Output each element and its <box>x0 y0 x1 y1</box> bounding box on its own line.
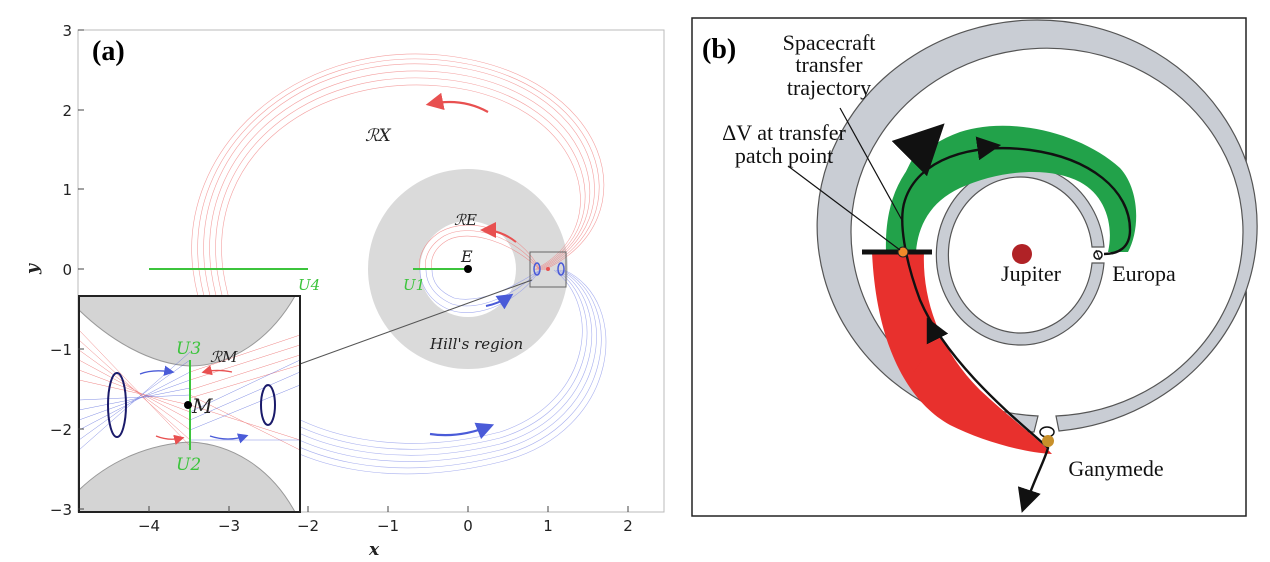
zoom-box <box>529 251 567 288</box>
u1-label: U1 <box>403 276 425 294</box>
xtick-1: 1 <box>543 517 553 535</box>
jupiter-body <box>1012 244 1032 264</box>
europa-tick <box>1095 249 1101 261</box>
inset-orbit-left <box>107 372 127 438</box>
xtick-0: 0 <box>463 517 473 535</box>
small-m <box>546 267 550 271</box>
xtick-neg2: −2 <box>297 517 319 535</box>
y-ticks: 3 2 1 0 −1 −2 −3 <box>50 22 84 519</box>
traj-arrow-1 <box>1017 486 1041 513</box>
leader-spacecraft <box>839 107 904 223</box>
inset-arrow-blue-2 <box>209 433 249 444</box>
ytick-0: 0 <box>62 261 72 279</box>
europa-ring <box>935 164 1105 346</box>
spacecraft-label-3: trajectory <box>787 75 871 100</box>
inset-arrow-red-2 <box>155 434 185 445</box>
region-m-label: ℛM <box>210 348 238 366</box>
inset-arrow-blue-1 <box>139 365 175 376</box>
arrow-red-top <box>425 92 489 113</box>
dv-label-1: ΔV at transfer <box>722 120 846 145</box>
point-m <box>184 401 192 409</box>
plot-frame <box>77 29 665 513</box>
small-orbit-left <box>533 262 541 276</box>
point-e-label: E <box>460 247 473 266</box>
panel-a-label: (a) <box>92 36 125 67</box>
zoom-connector <box>299 279 533 365</box>
small-orbit-right <box>557 262 565 276</box>
inset-frame <box>78 295 301 513</box>
ytick-1: 1 <box>62 181 72 199</box>
spacecraft-label-2: transfer <box>795 52 863 77</box>
u4-label: U4 <box>298 276 320 294</box>
arrow-blue-bottom <box>429 422 495 440</box>
dv-label-2: patch point <box>735 143 833 168</box>
panel-a: ℛX ℛE E U1 U4 Hill's region <box>23 22 665 560</box>
x-ticks: −4 −3 −2 −1 0 1 2 <box>138 506 633 535</box>
ytick-neg2: −2 <box>50 421 72 439</box>
point-m-label: M <box>191 394 213 418</box>
inset-arrow-red-1 <box>201 365 233 376</box>
transfer-trajectory <box>901 146 1132 505</box>
ganymede-label: Ganymede <box>1068 456 1163 481</box>
xtick-neg4: −4 <box>138 517 160 535</box>
arrow-red-e <box>480 222 517 243</box>
green-arrow <box>891 123 945 189</box>
traj-arrow-3 <box>975 136 1002 161</box>
inset-red-mesh <box>79 329 300 451</box>
region-x-blue-band <box>231 269 607 475</box>
inset-orbit-right <box>260 384 276 426</box>
ytick-2: 2 <box>62 102 72 120</box>
red-band <box>872 252 1052 454</box>
region-x-label: ℛX <box>365 126 392 146</box>
leader-dv <box>787 165 901 251</box>
arrow-blue-hills <box>485 293 514 310</box>
xtick-2: 2 <box>623 517 633 535</box>
spacecraft-label-1: Spacecraft <box>783 30 876 55</box>
point-e <box>464 265 472 273</box>
hills-region <box>368 169 568 369</box>
jupiter-label: Jupiter <box>1001 261 1062 286</box>
xtick-neg3: −3 <box>218 517 240 535</box>
x-axis-label: x <box>368 540 380 560</box>
region-e-label: ℛE <box>454 211 477 229</box>
region-e-band <box>419 224 541 313</box>
xtick-neg1: −1 <box>377 517 399 535</box>
ytick-3: 3 <box>62 22 72 40</box>
panel-b: Spacecraft transfer trajectory ΔV at tra… <box>691 17 1258 517</box>
panel-b-label: (b) <box>702 34 736 65</box>
ganymede-body <box>1042 435 1054 447</box>
hills-region-label: Hill's region <box>429 335 523 353</box>
y-axis-label: y <box>23 263 43 275</box>
red-arrowhead <box>908 360 922 372</box>
europa-label: Europa <box>1112 261 1176 286</box>
u3-label: U3 <box>176 339 201 359</box>
patch-point <box>897 246 909 258</box>
traj-arrow-2 <box>926 317 949 345</box>
ytick-neg1: −1 <box>50 341 72 359</box>
u2-label: U2 <box>176 455 201 475</box>
ytick-neg3: −3 <box>50 501 72 519</box>
inset: U3 U2 ℛM M <box>78 295 301 513</box>
